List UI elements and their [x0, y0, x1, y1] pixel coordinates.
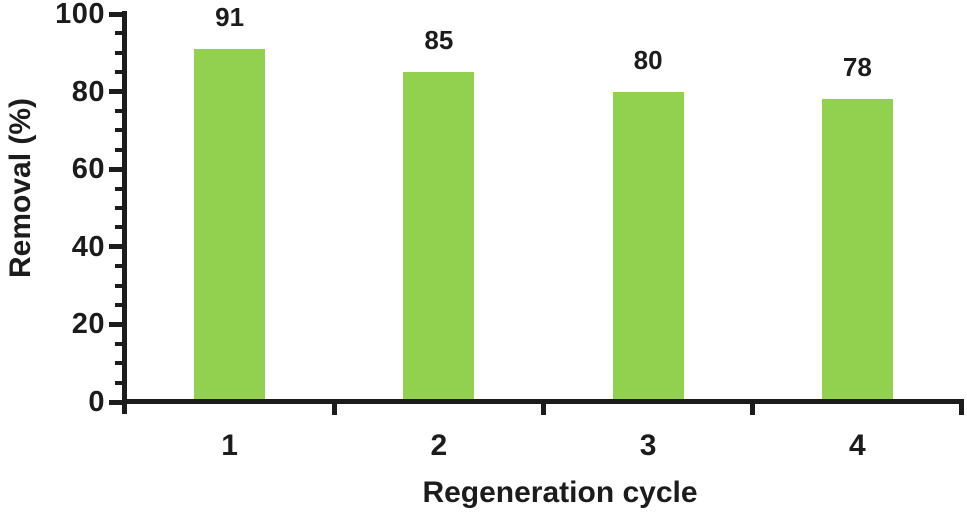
y-major-tick [109, 166, 125, 172]
y-major-tick [109, 321, 125, 327]
bar [403, 72, 475, 400]
y-minor-tick [115, 303, 125, 307]
y-major-tick [109, 89, 125, 95]
y-tick-label: 80 [71, 75, 105, 108]
bar [612, 91, 684, 400]
y-tick-label: 20 [71, 308, 105, 341]
y-major-tick [109, 399, 125, 405]
y-minor-tick [115, 109, 125, 113]
x-tick [750, 399, 756, 415]
y-tick-label: 40 [71, 230, 105, 263]
y-major-tick [109, 11, 125, 17]
y-tick-label: 0 [88, 386, 105, 418]
y-minor-tick [115, 31, 125, 36]
y-minor-tick [115, 50, 125, 55]
y-minor-tick [115, 264, 125, 269]
x-axis-title: Regeneration cycle [422, 476, 698, 509]
y-minor-tick [115, 206, 125, 210]
y-minor-tick [115, 147, 125, 152]
y-tick-label: 100 [55, 0, 105, 30]
y-minor-tick [115, 341, 125, 346]
x-tick-label: 3 [639, 429, 657, 462]
y-minor-tick [115, 361, 125, 366]
y-minor-tick [115, 225, 125, 230]
bar [821, 99, 893, 400]
y-axis-line [122, 11, 127, 414]
y-minor-tick [115, 128, 125, 133]
x-tick-label: 4 [849, 429, 866, 462]
bar-value-label: 91 [215, 1, 245, 32]
x-tick-label: 2 [430, 429, 448, 462]
y-minor-tick [115, 186, 125, 191]
bar-value-label: 80 [633, 44, 663, 75]
bar [194, 48, 266, 400]
x-tick-label: 1 [221, 429, 238, 462]
bar-value-label: 78 [842, 52, 872, 83]
bar-value-label: 85 [424, 25, 454, 56]
x-tick [541, 399, 546, 415]
x-axis-line [122, 399, 964, 404]
y-minor-tick [115, 283, 125, 288]
y-tick-label: 60 [71, 153, 105, 186]
x-tick [331, 399, 337, 415]
y-major-tick [109, 244, 125, 250]
y-minor-tick [115, 380, 125, 385]
y-minor-tick [115, 70, 125, 75]
x-tick [959, 399, 964, 415]
